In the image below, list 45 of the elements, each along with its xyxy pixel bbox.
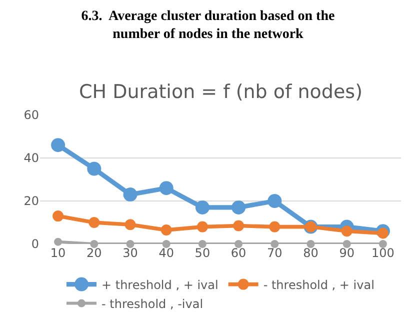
point (52, 210, 64, 222)
point (342, 240, 351, 248)
point (377, 228, 388, 239)
legend-label: - threshold , -ival (102, 296, 204, 311)
legend-label: - threshold , + ival (263, 278, 374, 292)
x-tick-label: 10 (50, 246, 66, 260)
y-tick-label: 20 (24, 194, 39, 208)
point (198, 240, 206, 248)
point (270, 240, 279, 248)
x-tick-label: 30 (122, 246, 138, 260)
x-tick-label: 70 (267, 246, 282, 260)
chart-title: 6.3. Average cluster duration based on the number of nodes in the network (81, 8, 335, 42)
point (88, 217, 100, 228)
point (234, 240, 243, 248)
x-tick-label: 50 (194, 246, 210, 260)
point (124, 219, 136, 230)
point (232, 200, 246, 214)
point (233, 220, 244, 232)
point (54, 238, 62, 246)
chart-subtitle: CH Duration = f (nb of nodes) (79, 81, 362, 103)
x-tick-label: 20 (86, 246, 102, 260)
x-tick-label: 60 (230, 246, 246, 260)
x-tick-label: 100 (371, 246, 394, 260)
point (378, 240, 387, 248)
y-tick-label: 0 (31, 237, 39, 252)
point (196, 221, 208, 232)
point (269, 221, 280, 232)
point (195, 200, 210, 214)
point (160, 224, 172, 236)
point (159, 181, 174, 196)
x-tick-label: 80 (303, 246, 318, 260)
legend-label: + threshold , + ival (102, 278, 218, 292)
point (162, 240, 170, 248)
point (268, 194, 282, 208)
point (306, 240, 315, 248)
y-tick-label: 60 (24, 108, 39, 122)
x-tick-label: 90 (339, 246, 354, 260)
point (126, 240, 134, 248)
x-tick-label: 40 (158, 246, 174, 260)
point (123, 188, 138, 202)
y-tick-label: 40 (24, 151, 39, 166)
point (87, 162, 102, 176)
point (51, 138, 66, 152)
point (90, 240, 98, 248)
point (341, 226, 352, 237)
